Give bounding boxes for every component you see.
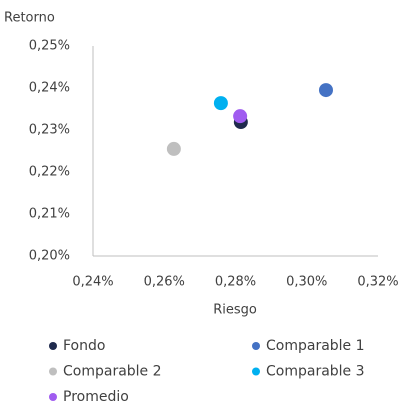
x-tick-label: 0,26%	[144, 275, 185, 290]
y-tick-label: 0,24%	[29, 81, 70, 96]
legend-label: Fondo	[63, 338, 105, 354]
point	[166, 141, 181, 156]
y-tick-label: 0,25%	[29, 39, 70, 54]
legend-label: Comparable 2	[63, 364, 162, 380]
y-axis-label: Retorno	[4, 11, 55, 26]
legend-marker	[49, 367, 57, 376]
legend-label: Comparable 1	[266, 338, 365, 354]
x-tick-label: 0,28%	[215, 275, 256, 290]
x-tick-label: 0,24%	[72, 275, 113, 290]
point	[233, 109, 248, 124]
legend-marker	[49, 342, 57, 350]
legend-label: Comparable 3	[266, 364, 365, 380]
legend-marker	[252, 342, 260, 350]
y-tick-label: 0,21%	[29, 207, 70, 222]
point	[213, 96, 228, 111]
y-tick-label: 0,22%	[29, 165, 70, 180]
y-tick-label: 0,23%	[29, 123, 70, 138]
x-tick-label: 0,32%	[357, 275, 398, 290]
legend-marker	[49, 393, 57, 401]
x-axis-label: Riesgo	[213, 303, 257, 318]
y-tick-label: 0,20%	[29, 249, 70, 264]
x-tick-label: 0,30%	[286, 275, 327, 290]
legend-marker	[252, 367, 260, 376]
point	[318, 83, 333, 98]
legend-label: Promedio	[63, 389, 129, 405]
